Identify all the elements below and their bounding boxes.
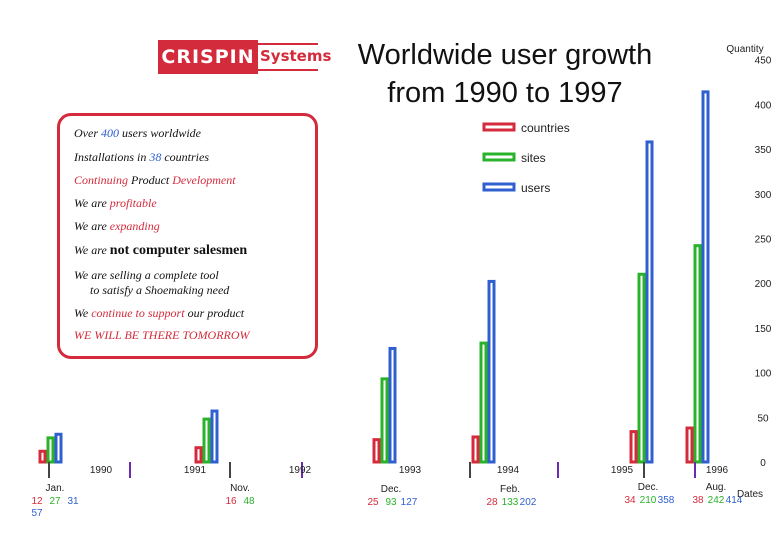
bar-countries-1	[194, 446, 203, 464]
chart-title-line1: Worldwide user growth	[357, 39, 653, 71]
date-label-1: Nov.	[230, 483, 250, 494]
chart-title: Worldwide user growth from 1990 to 1997	[335, 36, 675, 112]
year-label-1990: 1990	[90, 465, 113, 476]
bar-sites-2	[380, 377, 389, 464]
bar-users-3	[487, 279, 496, 464]
value-label-sites-4: 210	[640, 495, 657, 506]
legend-swatch-users	[482, 182, 516, 192]
info-line-tool: We are selling a complete tool	[74, 268, 219, 282]
info-box	[57, 113, 318, 359]
x-axis-label: Dates	[737, 489, 763, 500]
value-label-countries-0: 12	[31, 496, 43, 507]
bar-countries-4	[629, 430, 638, 464]
legend-label-users: users	[521, 181, 550, 195]
y-axis-label: Quantity	[726, 44, 763, 55]
bar-countries-2	[372, 438, 381, 464]
value-label-countries-3: 28	[486, 497, 498, 508]
legend-label-countries: countries	[521, 121, 570, 135]
legend-swatch-sites	[482, 152, 516, 162]
bar-users-2	[388, 346, 397, 464]
y-tick-label-250: 250	[755, 235, 772, 246]
info-line-installations: Installations in 38 countries	[74, 150, 210, 164]
value-label-countries-1: 16	[225, 496, 237, 507]
y-tick-label-300: 300	[755, 190, 772, 201]
bar-countries-3	[471, 435, 480, 464]
y-tick-label-350: 350	[755, 145, 772, 156]
y-tick-label-150: 150	[755, 324, 772, 335]
value-label-extra-0: 57	[31, 508, 43, 519]
y-tick-label-100: 100	[755, 369, 772, 380]
bar-sites-4	[637, 272, 646, 464]
value-label-users-3: 202	[520, 497, 537, 508]
chart-title-line2: from 1990 to 1997	[387, 77, 623, 109]
value-label-sites-2: 93	[385, 497, 397, 508]
date-label-2: Dec.	[381, 484, 402, 495]
value-label-countries-5: 38	[692, 495, 704, 506]
bar-users-1	[210, 409, 219, 464]
date-label-5: Aug.	[706, 482, 727, 493]
value-label-sites-3: 133	[502, 497, 519, 508]
logo-brand: CRISPIN	[161, 46, 255, 68]
value-label-sites-0: 27	[49, 496, 61, 507]
y-tick-label-0: 0	[760, 458, 766, 469]
y-tick-label-450: 450	[755, 56, 772, 67]
bar-users-5	[701, 90, 710, 464]
company-logo: CRISPIN Systems	[158, 40, 331, 74]
year-label-1994: 1994	[497, 465, 520, 476]
bar-sites-3	[479, 341, 488, 464]
value-label-users-0: 31	[67, 496, 79, 507]
bar-sites-5	[693, 244, 702, 464]
bar-sites-1	[202, 417, 211, 464]
bar-sites-0	[46, 436, 55, 464]
bar-users-4	[645, 140, 654, 464]
info-line-support: We continue to support our product	[74, 306, 245, 320]
value-label-countries-4: 34	[624, 495, 636, 506]
info-line-salesmen: We are not computer salesmen	[74, 243, 248, 258]
value-label-users-2: 127	[401, 497, 418, 508]
y-tick-label-400: 400	[755, 100, 772, 111]
date-label-3: Feb.	[500, 484, 520, 495]
legend-label-sites: sites	[521, 151, 546, 165]
y-tick-label-200: 200	[755, 279, 772, 290]
value-label-sites-5: 242	[708, 495, 725, 506]
value-label-users-4: 358	[658, 495, 675, 506]
bar-countries-0	[38, 449, 47, 464]
year-label-1992: 1992	[289, 465, 312, 476]
date-label-4: Dec.	[638, 482, 659, 493]
logo-suffix: Systems	[260, 47, 332, 65]
value-label-sites-1: 48	[243, 496, 255, 507]
y-tick-label-50: 50	[757, 413, 769, 424]
info-line-users: Over 400 users worldwide	[74, 126, 202, 140]
year-label-1995: 1995	[611, 465, 634, 476]
bar-countries-5	[685, 426, 694, 464]
info-line-shoemaking: to satisfy a Shoemaking need	[90, 283, 230, 297]
info-line-expanding: We are expanding	[74, 219, 160, 233]
info-line-profitable: We are profitable	[74, 196, 157, 210]
year-label-1996: 1996	[706, 465, 729, 476]
bar-users-0	[54, 432, 63, 464]
value-label-users-5: 414	[726, 495, 743, 506]
year-label-1993: 1993	[399, 465, 422, 476]
info-line-tomorrow: WE WILL BE THERE TOMORROW	[74, 328, 250, 342]
value-label-countries-2: 25	[367, 497, 379, 508]
info-line-development: Continuing Product Development	[74, 173, 236, 187]
date-label-0: Jan.	[46, 483, 65, 494]
legend-swatch-countries	[482, 122, 516, 132]
year-label-1991: 1991	[184, 465, 207, 476]
